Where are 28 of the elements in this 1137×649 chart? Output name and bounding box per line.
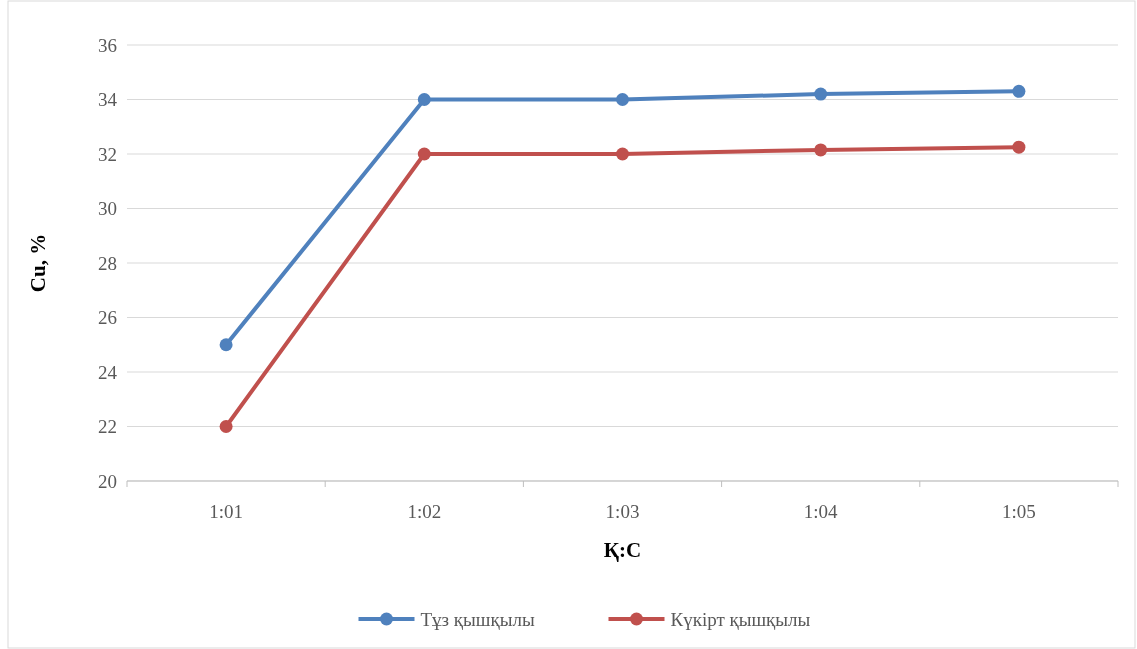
legend-label: Тұз қышқылы <box>420 608 535 630</box>
y-tick-label: 20 <box>98 470 117 492</box>
y-tick-label: 24 <box>98 361 118 383</box>
x-tick-label: 1:03 <box>605 501 640 522</box>
x-tick-label: 1:04 <box>803 501 839 522</box>
y-tick-label: 28 <box>98 252 117 274</box>
point <box>219 338 233 352</box>
x-tick-label: 1:05 <box>1002 501 1036 522</box>
point <box>417 93 431 106</box>
point <box>1012 140 1026 154</box>
point <box>417 147 431 161</box>
x-axis-title: Қ:С <box>603 538 642 562</box>
point <box>814 143 828 157</box>
point <box>616 147 629 161</box>
y-tick-label: 36 <box>98 34 117 56</box>
y-axis-title: Cu, % <box>26 233 50 293</box>
point <box>219 420 233 433</box>
y-tick-label: 34 <box>98 89 118 111</box>
point <box>814 87 828 101</box>
y-tick-label: 26 <box>98 307 117 329</box>
x-tick-label: 1:02 <box>407 501 442 522</box>
point <box>616 93 629 106</box>
legend-label: Күкірт қышқылы <box>670 608 811 630</box>
point <box>1012 84 1026 98</box>
y-tick-label: 22 <box>98 416 117 438</box>
y-tick-label: 30 <box>98 198 117 220</box>
y-tick-label: 32 <box>98 143 117 165</box>
x-tick-label: 1:01 <box>209 501 243 522</box>
